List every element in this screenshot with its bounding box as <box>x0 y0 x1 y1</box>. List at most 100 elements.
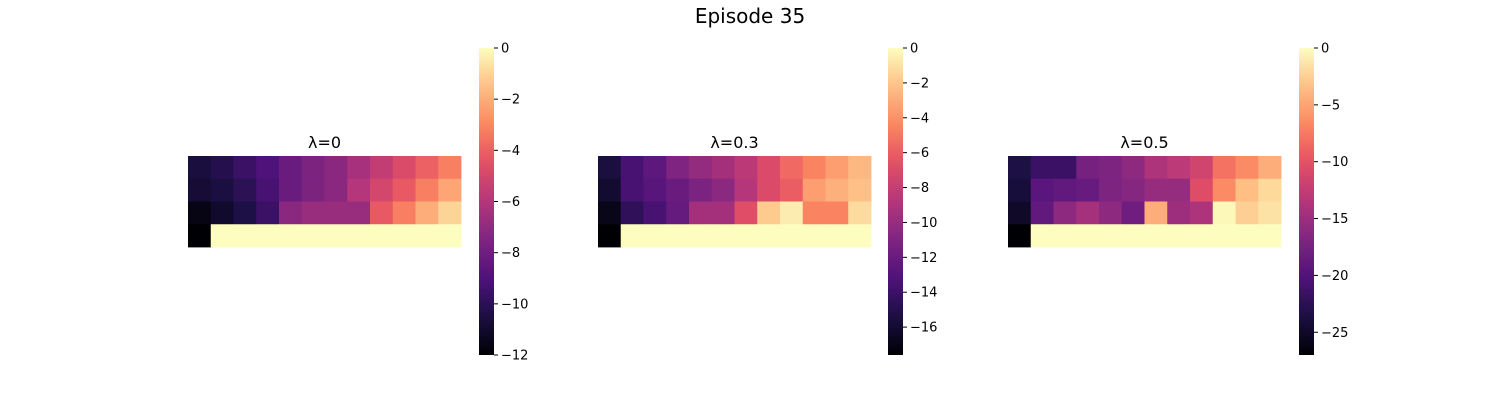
heatmap-cell <box>370 178 394 202</box>
heatmap-cell <box>1008 156 1032 180</box>
heatmap-cell <box>780 178 804 202</box>
heatmap-cell <box>1167 156 1191 180</box>
heatmap-cell <box>689 224 713 248</box>
heatmap-cell <box>438 224 462 248</box>
heatmap-cell <box>347 178 371 202</box>
heatmap-cell <box>711 156 735 180</box>
heatmap-cell <box>598 178 622 202</box>
heatmap-cell <box>188 201 212 225</box>
heatmap-cell <box>1008 178 1032 202</box>
heatmap-cell <box>598 156 622 180</box>
heatmap-cell <box>256 178 280 202</box>
heatmap-cell <box>301 224 325 248</box>
heatmap-cell <box>256 201 280 225</box>
heatmap-cell <box>848 156 872 180</box>
heatmap-cell <box>1030 156 1054 180</box>
heatmap-cell <box>1030 201 1054 225</box>
colorbar-tick-label: −25 <box>1321 326 1348 341</box>
heatmap-cell <box>711 201 735 225</box>
heatmap-cell <box>347 156 371 180</box>
heatmap-cell <box>1030 178 1054 202</box>
heatmap-cell <box>598 224 622 248</box>
heatmap-cell <box>1258 224 1282 248</box>
heatmap-cell <box>1053 178 1077 202</box>
colorbar-tick-label: −5 <box>1321 98 1340 113</box>
heatmap-cell <box>802 201 826 225</box>
heatmap-cell <box>1076 156 1100 180</box>
heatmap-cell <box>825 201 849 225</box>
heatmap-cell <box>689 201 713 225</box>
heatmap-cell <box>1144 224 1168 248</box>
heatmap-cell <box>1167 224 1191 248</box>
heatmap-cell <box>279 178 303 202</box>
colorbar-tick-label: −6 <box>501 195 520 210</box>
heatmap-cell <box>1121 201 1145 225</box>
heatmap-cell <box>1212 201 1236 225</box>
colorbar-tick-label: −10 <box>1321 155 1348 170</box>
heatmap-cell <box>415 156 439 180</box>
colorbar-tick-label: 0 <box>1321 42 1329 57</box>
colorbar-tick-label: −4 <box>910 111 929 126</box>
heatmap-cell <box>689 156 713 180</box>
heatmap-cell <box>689 178 713 202</box>
heatmap-cell <box>666 224 690 248</box>
colorbar-tick-label: −15 <box>1321 212 1348 227</box>
heatmap-cell <box>301 178 325 202</box>
heatmap-cell <box>392 156 416 180</box>
heatmap-cell <box>598 201 622 225</box>
heatmap-cell <box>825 224 849 248</box>
heatmap-cell <box>802 156 826 180</box>
colorbar-tick-label: −6 <box>910 146 929 161</box>
heatmap-cell <box>1099 224 1123 248</box>
colorbar <box>479 48 494 355</box>
heatmap-cell <box>1053 156 1077 180</box>
heatmap-cell <box>848 201 872 225</box>
heatmap-cell <box>1053 201 1077 225</box>
heatmap-cell <box>1235 178 1259 202</box>
colorbar-tick-label: 0 <box>910 42 918 57</box>
heatmap-cell <box>1121 224 1145 248</box>
heatmap-cell <box>324 201 348 225</box>
heatmap-cell <box>825 178 849 202</box>
heatmap-cell <box>1076 201 1100 225</box>
heatmap-cell <box>1121 178 1145 202</box>
figure-title: Episode 35 <box>695 4 805 28</box>
heatmap-cell <box>188 224 212 248</box>
heatmap-cell <box>1258 178 1282 202</box>
heatmap-cell <box>1190 224 1214 248</box>
colorbar-tick-label: −10 <box>501 297 528 312</box>
heatmap-cell <box>233 201 257 225</box>
heatmap-cell <box>324 178 348 202</box>
colorbar-tick-label: −16 <box>910 321 937 336</box>
panel-title: λ=0 <box>308 133 341 152</box>
heatmap-cell <box>279 224 303 248</box>
heatmap-cell <box>301 156 325 180</box>
heatmap-cell <box>802 224 826 248</box>
heatmap-cell <box>370 156 394 180</box>
heatmap-cell <box>1144 201 1168 225</box>
colorbar-tick-label: −20 <box>1321 269 1348 284</box>
heatmap-cell <box>1099 201 1123 225</box>
heatmap-cell <box>324 156 348 180</box>
heatmap-cell <box>1008 201 1032 225</box>
heatmap-cell <box>734 178 758 202</box>
heatmap-cell <box>188 156 212 180</box>
heatmap-cell <box>1144 156 1168 180</box>
colorbar-tick-label: 0 <box>501 42 509 57</box>
heatmap-cell <box>643 156 667 180</box>
colorbar-tick-label: −10 <box>910 216 937 231</box>
heatmap-cell <box>347 224 371 248</box>
heatmap-cell <box>1121 156 1145 180</box>
heatmap-cell <box>1053 224 1077 248</box>
heatmap-cell <box>210 224 234 248</box>
heatmap-cell <box>1099 178 1123 202</box>
heatmap-cell <box>1235 156 1259 180</box>
heatmap-cell <box>620 178 644 202</box>
heatmap-cell <box>620 156 644 180</box>
colorbar-tick-label: −2 <box>910 76 929 91</box>
heatmap-panel-3: λ=0.5 0 −5 −10 −15 −20 −25 <box>1008 42 1348 355</box>
heatmap-cell <box>1099 156 1123 180</box>
heatmap-cell <box>256 224 280 248</box>
heatmap-cell <box>301 201 325 225</box>
